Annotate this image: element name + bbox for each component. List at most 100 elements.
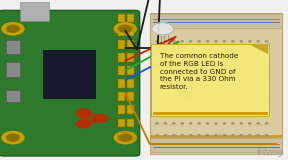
Bar bbox=[118, 119, 125, 127]
Circle shape bbox=[156, 111, 158, 112]
Circle shape bbox=[206, 111, 209, 112]
Circle shape bbox=[206, 52, 209, 54]
Bar bbox=[118, 79, 125, 88]
Circle shape bbox=[266, 111, 268, 112]
Circle shape bbox=[181, 88, 183, 89]
Circle shape bbox=[181, 135, 183, 136]
Bar bbox=[127, 119, 134, 127]
Circle shape bbox=[206, 99, 209, 101]
Bar bbox=[118, 53, 125, 62]
Circle shape bbox=[223, 135, 226, 136]
Circle shape bbox=[156, 99, 158, 101]
Circle shape bbox=[156, 64, 158, 65]
Circle shape bbox=[257, 64, 259, 65]
Circle shape bbox=[181, 64, 183, 65]
Circle shape bbox=[266, 76, 268, 77]
Circle shape bbox=[223, 99, 226, 101]
Circle shape bbox=[190, 76, 192, 77]
Circle shape bbox=[223, 76, 226, 77]
Circle shape bbox=[190, 41, 192, 42]
Circle shape bbox=[94, 114, 108, 122]
Circle shape bbox=[181, 111, 183, 112]
Circle shape bbox=[156, 123, 158, 124]
Circle shape bbox=[173, 76, 175, 77]
Circle shape bbox=[266, 52, 268, 54]
FancyBboxPatch shape bbox=[151, 44, 269, 116]
Circle shape bbox=[156, 52, 158, 54]
Circle shape bbox=[223, 64, 226, 65]
Circle shape bbox=[266, 64, 268, 65]
Circle shape bbox=[173, 111, 175, 112]
Bar bbox=[160, 76, 167, 88]
Circle shape bbox=[266, 123, 268, 124]
Circle shape bbox=[240, 52, 242, 54]
Circle shape bbox=[190, 88, 192, 89]
Circle shape bbox=[257, 41, 259, 42]
Circle shape bbox=[7, 134, 19, 141]
Bar bbox=[127, 92, 134, 101]
Circle shape bbox=[215, 41, 217, 42]
Circle shape bbox=[215, 99, 217, 101]
Circle shape bbox=[114, 23, 136, 35]
Circle shape bbox=[232, 123, 234, 124]
Circle shape bbox=[80, 113, 98, 124]
Circle shape bbox=[266, 135, 268, 136]
Circle shape bbox=[190, 111, 192, 112]
Circle shape bbox=[206, 41, 209, 42]
Bar bbox=[150, 135, 282, 138]
Circle shape bbox=[156, 76, 158, 77]
Circle shape bbox=[257, 123, 259, 124]
Text: fritzing: fritzing bbox=[257, 148, 284, 157]
Bar bbox=[127, 66, 134, 75]
Circle shape bbox=[240, 88, 242, 89]
Circle shape bbox=[215, 64, 217, 65]
Circle shape bbox=[164, 123, 166, 124]
Circle shape bbox=[164, 99, 166, 101]
Circle shape bbox=[164, 52, 166, 54]
Circle shape bbox=[223, 111, 226, 112]
Circle shape bbox=[257, 88, 259, 89]
Bar bbox=[20, 2, 49, 21]
Circle shape bbox=[173, 135, 175, 136]
Bar bbox=[118, 14, 125, 22]
Circle shape bbox=[198, 99, 200, 101]
Circle shape bbox=[164, 135, 166, 136]
Circle shape bbox=[257, 76, 259, 77]
Circle shape bbox=[266, 88, 268, 89]
Circle shape bbox=[232, 88, 234, 89]
Circle shape bbox=[164, 111, 166, 112]
Bar bbox=[118, 66, 125, 75]
Circle shape bbox=[198, 64, 200, 65]
Circle shape bbox=[266, 99, 268, 101]
Circle shape bbox=[249, 135, 251, 136]
Circle shape bbox=[181, 76, 183, 77]
Circle shape bbox=[198, 76, 200, 77]
Circle shape bbox=[266, 41, 268, 42]
Bar bbox=[43, 50, 95, 98]
Bar bbox=[127, 53, 134, 62]
Circle shape bbox=[232, 135, 234, 136]
Circle shape bbox=[249, 41, 251, 42]
Circle shape bbox=[156, 88, 158, 89]
Circle shape bbox=[76, 120, 91, 128]
Circle shape bbox=[119, 25, 132, 32]
Circle shape bbox=[119, 134, 132, 141]
Circle shape bbox=[164, 88, 166, 89]
Bar bbox=[150, 13, 282, 154]
Circle shape bbox=[181, 99, 183, 101]
Circle shape bbox=[198, 111, 200, 112]
Circle shape bbox=[240, 64, 242, 65]
Circle shape bbox=[249, 64, 251, 65]
Circle shape bbox=[257, 111, 259, 112]
Circle shape bbox=[156, 135, 158, 136]
Circle shape bbox=[240, 135, 242, 136]
Bar bbox=[118, 132, 125, 140]
Circle shape bbox=[76, 109, 91, 117]
Circle shape bbox=[173, 52, 175, 54]
Circle shape bbox=[249, 88, 251, 89]
Circle shape bbox=[206, 123, 209, 124]
Circle shape bbox=[190, 123, 192, 124]
Circle shape bbox=[223, 52, 226, 54]
Circle shape bbox=[7, 25, 19, 32]
Circle shape bbox=[240, 76, 242, 77]
